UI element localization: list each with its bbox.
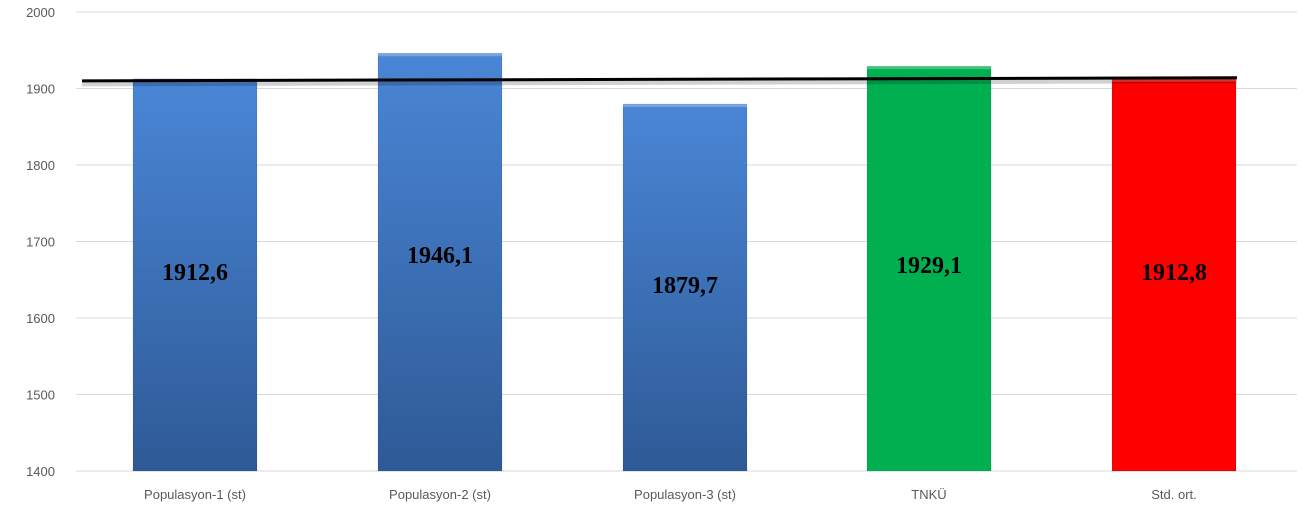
y-axis-ticks: 1400 1500 1600 1700 1800 1900 2000 (26, 5, 55, 479)
bar (1111, 78, 1237, 472)
x-category-label: Populasyon-2 (st) (389, 487, 491, 502)
bars (132, 52, 1237, 472)
data-labels: 1912,6 1946,1 1879,7 1929,1 1912,8 (162, 243, 1207, 299)
x-axis-categories: Populasyon-1 (st) Populasyon-2 (st) Popula… (144, 487, 1197, 502)
x-category-label: Std. ort. (1151, 487, 1197, 502)
bar (377, 52, 503, 472)
data-label: 1912,6 (162, 260, 228, 286)
data-label: 1912,8 (1141, 260, 1207, 286)
reference-line-shadow (81, 78, 1238, 87)
bar-highlight (623, 104, 747, 108)
y-tick-label: 1500 (26, 388, 55, 403)
y-tick-label: 2000 (26, 5, 55, 20)
y-tick-label: 1700 (26, 235, 55, 250)
data-label: 1946,1 (407, 243, 473, 269)
data-label: 1929,1 (896, 253, 962, 279)
bar-highlight (1112, 78, 1236, 82)
x-category-label: Populasyon-3 (st) (634, 487, 736, 502)
x-category-label: Populasyon-1 (st) (144, 487, 246, 502)
data-label: 1879,7 (652, 273, 718, 299)
bar (132, 78, 258, 472)
bar-highlight (378, 53, 502, 57)
reference-line-group (81, 76, 1238, 87)
bar (622, 103, 748, 472)
x-category-label: TNKÜ (911, 487, 946, 502)
bar (866, 65, 992, 472)
y-tick-label: 1400 (26, 464, 55, 479)
bar-highlight (867, 66, 991, 70)
y-tick-label: 1600 (26, 311, 55, 326)
y-tick-label: 1900 (26, 82, 55, 97)
reference-line (81, 76, 1238, 83)
y-tick-label: 1800 (26, 158, 55, 173)
